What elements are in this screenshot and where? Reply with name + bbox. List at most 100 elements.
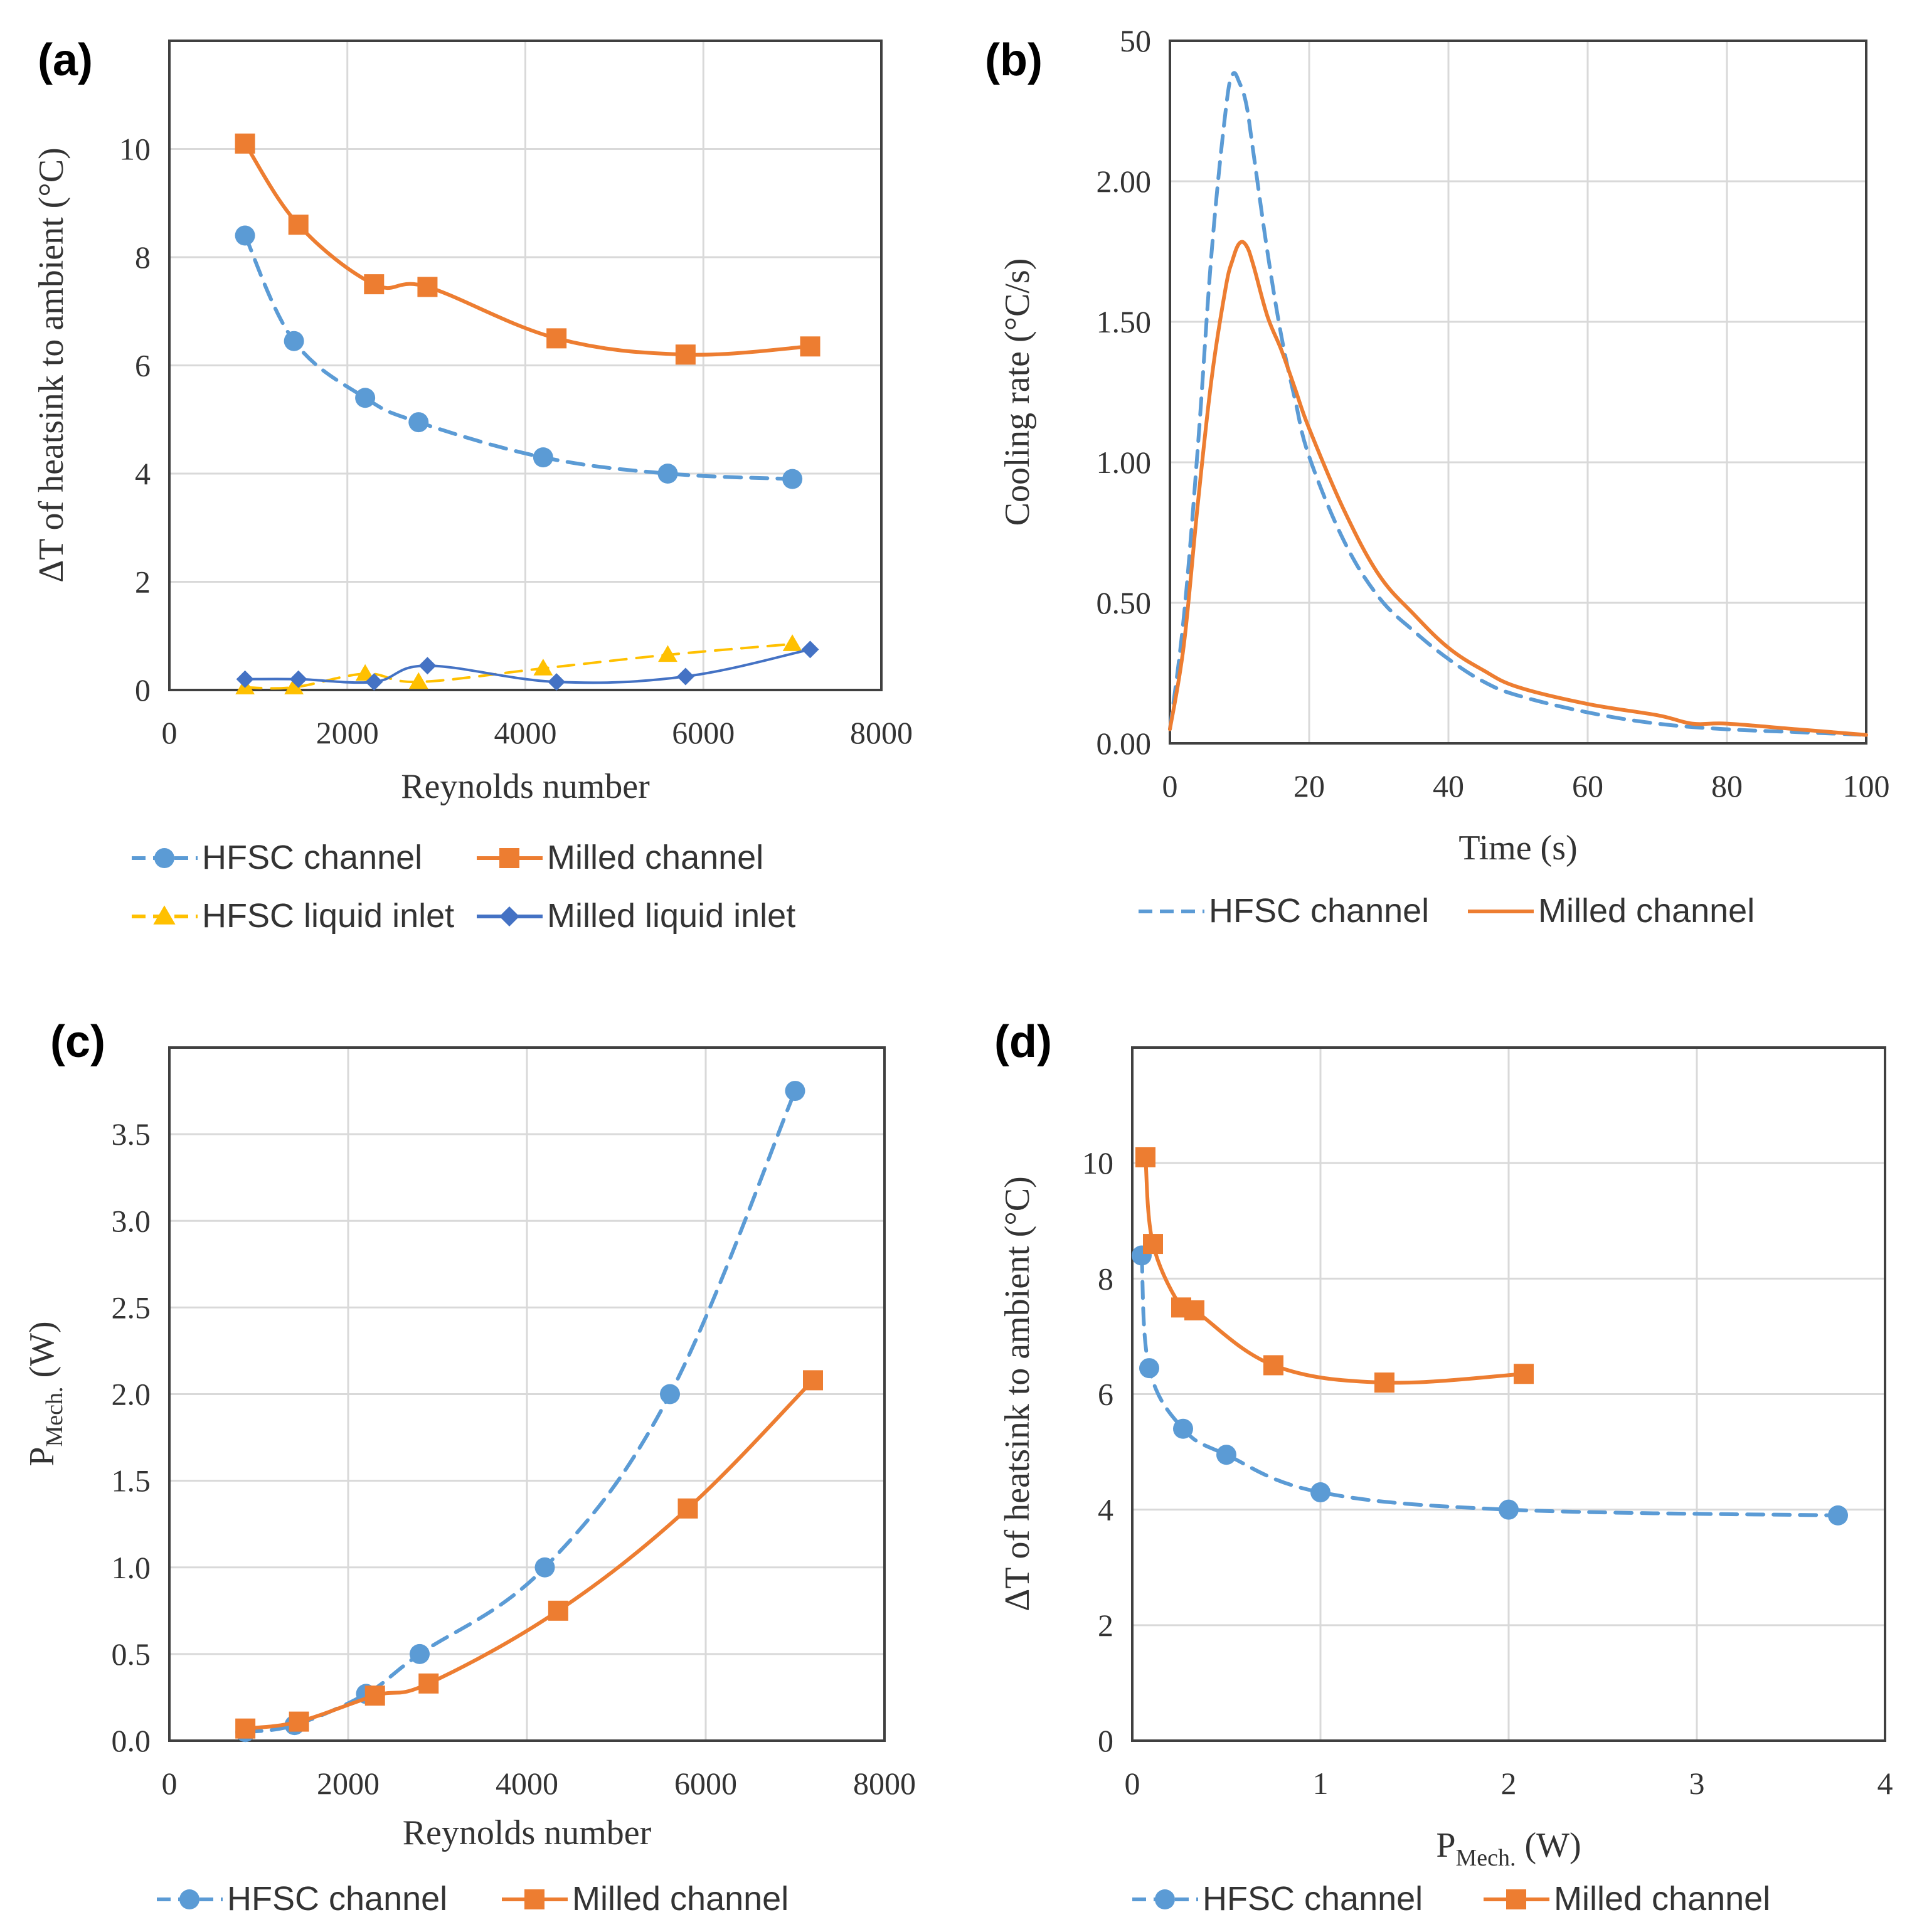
x-tick-label: 4000 xyxy=(496,1766,558,1801)
data-point-marker xyxy=(235,1718,256,1739)
data-point-marker xyxy=(1828,1505,1848,1526)
chart-panel-3: (d) 0 1 2 3 4 0 2 4 6 8 10 PMech. (W) ΔT of heatsink … xyxy=(994,1017,1893,1918)
y-tick-label: 8 xyxy=(135,240,151,275)
panel-label: (b) xyxy=(985,35,1043,85)
data-point-marker xyxy=(1184,1300,1204,1320)
data-point-marker xyxy=(355,388,376,408)
x-tick-label: 8000 xyxy=(850,715,913,750)
data-point-marker xyxy=(1143,1234,1163,1255)
data-point-marker xyxy=(533,659,553,676)
series-line-milled-channel xyxy=(243,141,812,357)
y-tick-label: 2.5 xyxy=(112,1290,151,1325)
y-tick-label: 1.50 xyxy=(1097,304,1152,339)
data-point-marker xyxy=(1173,1418,1193,1439)
y-tick-label: 50 xyxy=(1120,23,1151,58)
data-point-marker xyxy=(355,664,375,681)
data-point-marker xyxy=(546,328,567,349)
y-tick-label: 2 xyxy=(1098,1608,1113,1643)
y-tick-label: 2 xyxy=(135,565,151,600)
data-point-marker xyxy=(676,667,694,686)
data-point-marker xyxy=(417,277,438,297)
data-point-marker xyxy=(284,677,304,694)
data-point-marker xyxy=(548,673,566,691)
legend-marker xyxy=(1506,1889,1526,1909)
data-point-marker xyxy=(1139,1358,1159,1379)
legend-entry: HFSC channel xyxy=(1139,892,1429,930)
series-line-milled-channel xyxy=(243,1378,815,1731)
data-point-marker xyxy=(1514,1364,1534,1384)
y-axis-title: PMech. (W) xyxy=(23,1321,68,1466)
y-tick-label: 0.50 xyxy=(1097,585,1152,620)
x-tick-label: 2000 xyxy=(317,1766,380,1801)
x-tick-label: 2 xyxy=(1501,1766,1517,1801)
legend-label: Milled liquid inlet xyxy=(547,897,795,935)
data-point-marker xyxy=(408,412,429,433)
legend-entry: HFSC channel xyxy=(132,839,422,876)
plot-frame xyxy=(1131,1046,1886,1742)
data-point-marker xyxy=(408,672,428,689)
series-line-hfsc-channel xyxy=(243,233,795,481)
legend-marker xyxy=(499,906,519,926)
data-point-marker xyxy=(657,464,678,484)
data-point-marker xyxy=(800,336,821,357)
x-axis-title: Reynolds number xyxy=(401,767,650,806)
legend-label: Milled channel xyxy=(1554,1880,1770,1918)
series-line-hfsc-channel xyxy=(1168,71,1868,737)
y-tick-label: 4 xyxy=(1098,1492,1113,1527)
y-tick-label: 10 xyxy=(119,132,151,167)
chart-panel-2: (c) 0 2000 4000 6000 8000 0.0 0.5 1.0 1.5 2.0 2.5 3.… xyxy=(23,1017,916,1918)
data-point-marker xyxy=(235,225,255,246)
legend-label: Milled channel xyxy=(1538,892,1755,930)
x-tick-label: 60 xyxy=(1572,768,1603,804)
data-point-marker xyxy=(1263,1355,1283,1376)
x-tick-label: 4 xyxy=(1877,1766,1893,1801)
legend-label: HFSC channel xyxy=(1203,1880,1423,1918)
y-tick-label: 2.00 xyxy=(1097,164,1152,199)
chart-panel-0: (a) 0 2000 4000 6000 8000 0 2 4 6 8 10 Reynolds numb… xyxy=(32,35,913,935)
legend-label: Milled channel xyxy=(547,839,763,876)
plot-frame xyxy=(168,1046,886,1742)
y-tick-label: 2.0 xyxy=(112,1377,151,1412)
legend-label: HFSC channel xyxy=(227,1880,447,1918)
y-tick-label: 1.00 xyxy=(1097,445,1152,480)
y-tick-label: 0.0 xyxy=(112,1723,151,1758)
x-tick-label: 3 xyxy=(1689,1766,1705,1801)
legend-entry: Milled liquid inlet xyxy=(477,897,795,935)
legend-marker xyxy=(154,848,174,868)
y-tick-label: 4 xyxy=(135,456,151,491)
legend-marker xyxy=(153,905,176,925)
data-point-marker xyxy=(289,670,307,688)
data-point-marker xyxy=(1310,1482,1330,1503)
panel-label: (a) xyxy=(38,35,93,85)
legend-entry: Milled channel xyxy=(477,839,763,876)
x-tick-label: 20 xyxy=(1293,768,1325,804)
series-line-hfsc-channel xyxy=(1140,1253,1840,1517)
y-tick-label: 3.5 xyxy=(112,1117,151,1152)
panel-label: (c) xyxy=(50,1017,105,1067)
y-tick-label: 6 xyxy=(135,348,151,383)
series-line-milled-channel xyxy=(1168,240,1868,737)
legend-marker xyxy=(179,1889,199,1909)
legend-entry: Milled channel xyxy=(1468,892,1755,930)
legend-entry: HFSC channel xyxy=(157,1880,447,1918)
legend-entry: HFSC channel xyxy=(1132,1880,1423,1918)
data-point-marker xyxy=(284,331,304,351)
data-point-marker xyxy=(677,1498,698,1519)
data-point-marker xyxy=(782,469,803,489)
y-tick-label: 1.5 xyxy=(112,1463,151,1499)
x-tick-label: 4000 xyxy=(494,715,557,750)
data-point-marker xyxy=(410,1643,430,1664)
legend-entry: Milled channel xyxy=(502,1880,789,1918)
y-axis-title: ΔT of heatsink to ambient (°C) xyxy=(32,147,71,582)
y-tick-label: 3.0 xyxy=(112,1203,151,1238)
data-point-marker xyxy=(782,634,802,651)
data-point-marker xyxy=(418,657,437,675)
y-tick-label: 0.00 xyxy=(1097,726,1152,761)
data-point-marker xyxy=(1499,1499,1519,1520)
data-point-marker xyxy=(803,1370,823,1391)
data-point-marker xyxy=(236,670,254,688)
data-point-marker xyxy=(1374,1372,1394,1393)
chart-panel-1: (b) 0 20 40 60 80 100 0.00 0.50 1.00 1.50 2.00 50 Tim… xyxy=(985,23,1890,930)
panel-label: (d) xyxy=(994,1017,1052,1067)
